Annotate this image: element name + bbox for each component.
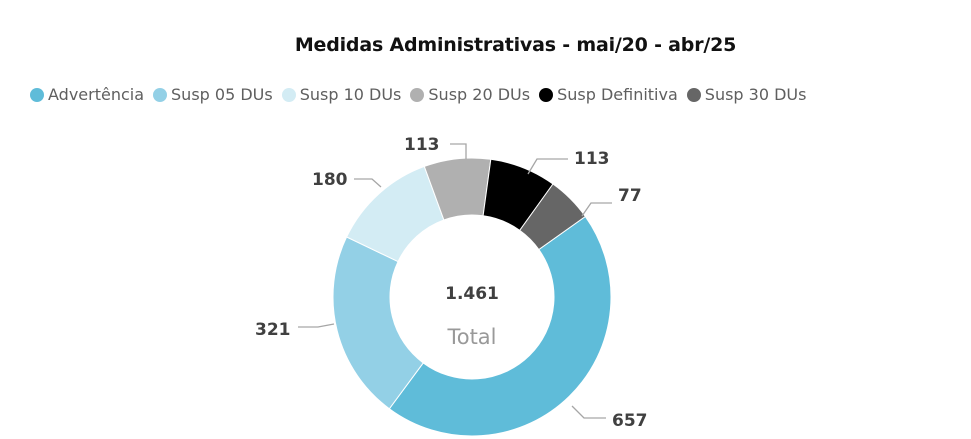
leader-line-0: [571, 405, 606, 419]
legend-item-susp-20[interactable]: Susp 20 DUs: [410, 85, 530, 104]
center-total-value: 1.461: [445, 284, 499, 304]
data-label-2: 180: [312, 170, 348, 190]
legend-dot-icon: [410, 87, 425, 102]
legend-label: Advertência: [48, 85, 145, 104]
donut-slice-5[interactable]: [519, 183, 587, 251]
center-total-label: Total: [446, 325, 496, 349]
legend-item-susp-05[interactable]: Susp 05 DUs: [153, 85, 273, 104]
legend-dot-icon: [539, 87, 554, 102]
legend-dot-icon: [281, 87, 296, 102]
data-label-0: 657: [612, 411, 648, 431]
legend-item-susp-10[interactable]: Susp 10 DUs: [281, 85, 402, 104]
leader-line-1: [298, 323, 335, 328]
legend-dot-icon: [153, 87, 168, 102]
data-label-3: 113: [404, 135, 440, 155]
data-label-4: 113: [574, 149, 610, 169]
leader-line-4: [527, 158, 568, 175]
leader-line-3: [450, 143, 467, 159]
legend-item-susp-definitiva[interactable]: Susp Definitiva: [539, 85, 678, 104]
legend-item-advertencia[interactable]: Advertência: [30, 85, 144, 104]
legend-label: Susp Definitiva: [557, 85, 678, 104]
chart-title: Medidas Administrativas - mai/20 - abr/2…: [294, 34, 737, 56]
legend-label: Susp 20 DUs: [428, 85, 531, 104]
data-label-1: 321: [255, 320, 291, 340]
legend-dot-icon: [686, 87, 701, 102]
legend-label: Susp 10 DUs: [299, 85, 402, 104]
leader-line-2: [354, 178, 382, 188]
legend-item-susp-30[interactable]: Susp 30 DUs: [686, 85, 807, 104]
leader-line-5: [581, 202, 612, 217]
legend-label: Susp 30 DUs: [704, 85, 807, 104]
donut-slice-0[interactable]: [388, 215, 612, 437]
legend: Advertência Susp 05 DUs Susp 10 DUs Susp…: [30, 85, 815, 104]
legend-dot-icon: [30, 87, 44, 102]
legend-label: Susp 05 DUs: [171, 85, 273, 104]
data-label-5: 77: [618, 186, 642, 206]
